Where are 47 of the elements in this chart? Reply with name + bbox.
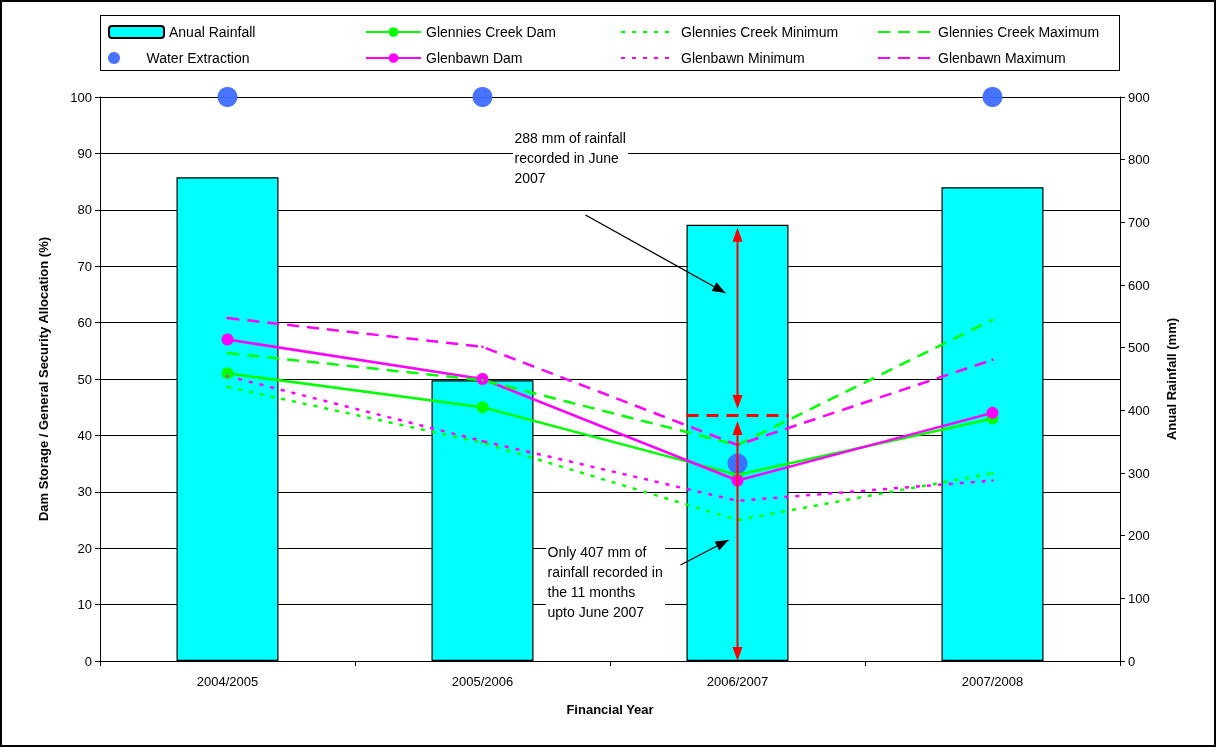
y-tick-label: 100 xyxy=(70,89,92,105)
point xyxy=(217,87,238,107)
point xyxy=(472,87,493,107)
y2-tick-label: 100 xyxy=(1128,590,1150,606)
y2-tick-label: 500 xyxy=(1128,340,1150,356)
annotation: 288 mm of rainfall recorded in June 2007 xyxy=(512,128,628,188)
point xyxy=(986,406,999,419)
y-tick-label: 0 xyxy=(84,653,92,669)
point xyxy=(476,373,489,385)
y2-tick-label: 600 xyxy=(1128,277,1150,293)
y2-tick-label: 0 xyxy=(1128,653,1136,669)
legend-label: Water Extraction xyxy=(146,50,250,66)
x-tick-label: 2006/2007 xyxy=(706,674,769,689)
annotation: Only 407 mm of rainfall recorded in the 11 months upto June 2007 xyxy=(545,542,665,622)
y2-tick-label: 800 xyxy=(1128,152,1150,168)
y-tick-label: 30 xyxy=(77,484,92,500)
y-tick-label: 40 xyxy=(77,427,92,443)
point xyxy=(221,367,234,380)
y2-tick-label: 300 xyxy=(1128,465,1150,481)
legend-label: Glenbawn Dam xyxy=(426,50,523,66)
legend-label: Glenbawn Maximum xyxy=(938,50,1066,66)
legend-label: Glennies Creek Minimum xyxy=(681,24,839,40)
y2-tick-label: 200 xyxy=(1128,528,1150,544)
y-tick-label: 50 xyxy=(77,371,92,387)
y2-tick-label: 400 xyxy=(1128,402,1150,418)
y-tick-label: 60 xyxy=(77,315,92,331)
x-tick-label: 2004/2005 xyxy=(196,674,259,689)
x-axis-title: Financial Year xyxy=(566,702,654,717)
y-tick-label: 70 xyxy=(77,258,92,274)
legend-label: Glennies Creek Maximum xyxy=(938,24,1100,40)
x-tick-label: 2007/2008 xyxy=(961,674,1024,689)
y2-axis-title: Anual Rainfall (mm) xyxy=(1164,317,1179,441)
legend-label: Anual Rainfall xyxy=(169,24,256,40)
point xyxy=(982,87,1003,107)
point xyxy=(221,333,234,346)
point xyxy=(476,401,489,414)
line-series xyxy=(226,385,994,522)
y2-tick-label: 700 xyxy=(1128,214,1150,230)
y-tick-label: 90 xyxy=(77,145,92,161)
x-tick-label: 2005/2006 xyxy=(451,674,514,689)
y-tick-label: 20 xyxy=(77,540,92,556)
y2-tick-label: 900 xyxy=(1128,89,1150,105)
y-tick-label: 10 xyxy=(77,597,92,613)
legend-label: Glenbawn Minimum xyxy=(681,50,805,66)
y-tick-label: 80 xyxy=(77,202,92,218)
legend-label: Glennies Creek Dam xyxy=(426,24,556,40)
y-axis-title: Dam Storage / General Security Allocation (%) xyxy=(36,236,51,522)
